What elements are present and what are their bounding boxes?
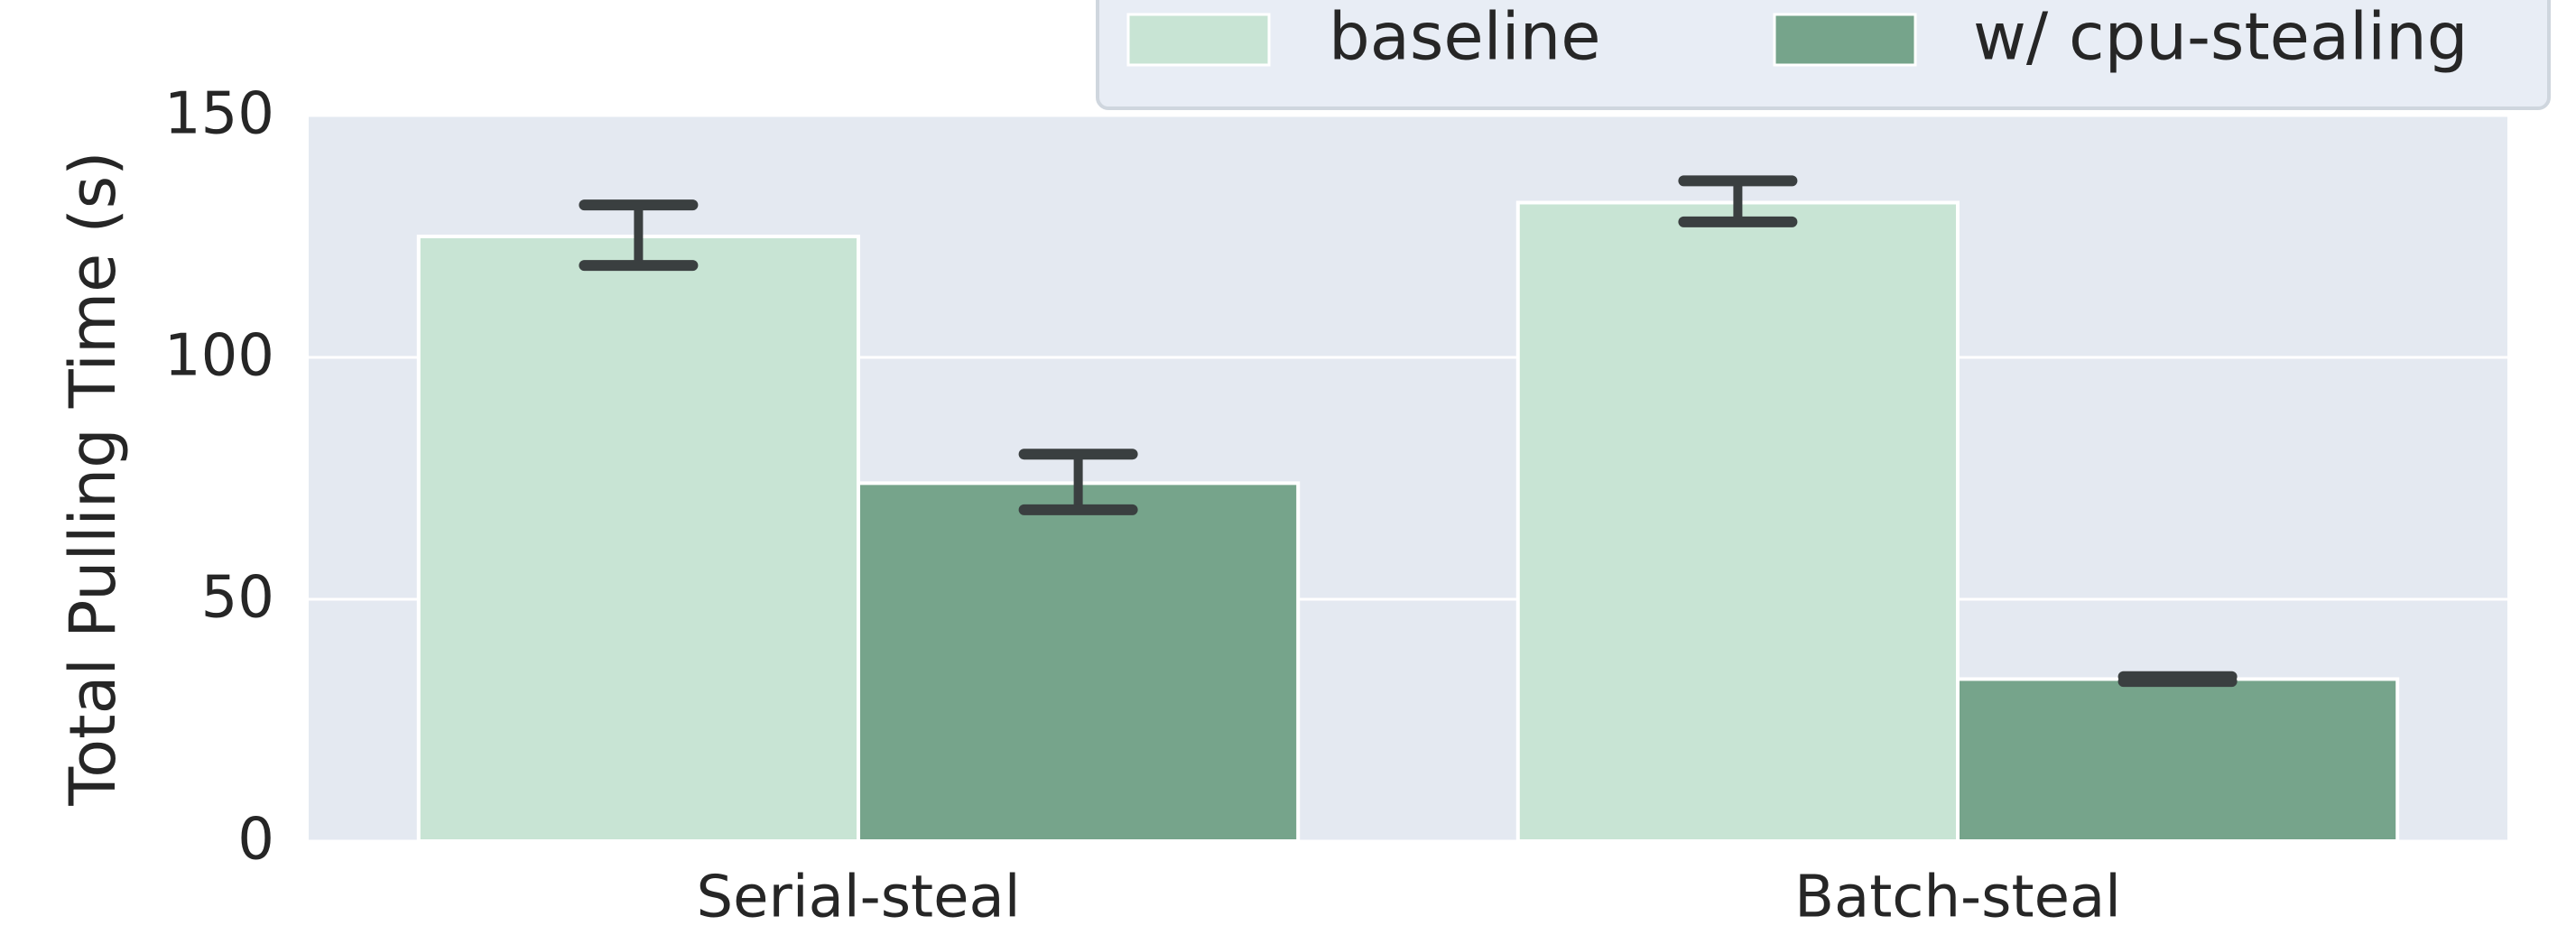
error-bar — [1018, 449, 1138, 515]
x-tick-label: Serial-steal — [697, 865, 1021, 931]
y-tick-labels: 0 50 100 150 — [164, 81, 274, 874]
y-tick-label: 0 — [237, 807, 274, 874]
legend-label-cpu-stealing: w/ cpu-stealing — [1973, 0, 2468, 75]
legend-swatch-cpu-stealing — [1773, 13, 1917, 67]
legend-label-baseline: baseline — [1329, 0, 1601, 75]
y-tick-label: 100 — [164, 323, 274, 390]
bar — [857, 481, 1301, 843]
y-tick-label: 150 — [164, 81, 274, 148]
y-tick-label: 50 — [201, 565, 274, 632]
legend: baseline w/ cpu-stealing — [1096, 0, 2551, 110]
error-bar — [2117, 671, 2238, 688]
bars — [416, 200, 2400, 844]
bar — [1956, 677, 2400, 843]
y-axis-label: Total Pulling Time (s) — [56, 151, 130, 806]
x-tick-label: Batch-steal — [1794, 865, 2121, 931]
bar — [416, 235, 860, 843]
error-bar — [1678, 175, 1798, 227]
bar — [1515, 200, 1960, 844]
legend-swatch-baseline — [1126, 13, 1271, 67]
x-tick-labels: Serial-steal Batch-steal — [697, 865, 2121, 931]
error-bar — [579, 199, 699, 272]
error-bars — [579, 175, 2238, 688]
